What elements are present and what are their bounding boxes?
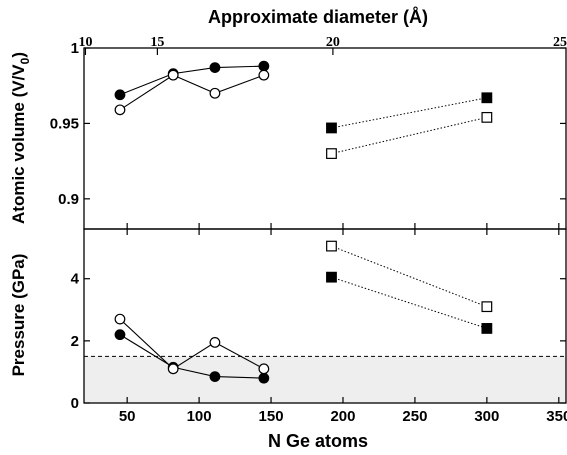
y-tick-label-1-2: 4	[71, 271, 80, 288]
series-line-0-0	[119, 65, 264, 96]
y-tick-label-0-0: 0.9	[58, 191, 79, 208]
x-tick-label-6: 350	[546, 408, 567, 425]
x-axis-label: N Ge atoms	[268, 431, 368, 451]
shaded-region	[84, 356, 566, 403]
x-tick-label-5: 300	[474, 408, 499, 425]
panel-frame-1	[83, 228, 567, 404]
data-point-open-circle-0-1	[167, 69, 179, 81]
data-point-filled-circle-1-2	[209, 371, 221, 382]
y-tick-label-1-1: 2	[71, 333, 79, 350]
data-point-filled-square-0-0	[326, 122, 337, 134]
data-point-open-circle-0-3	[258, 69, 270, 81]
top-tick-label-0: 10	[78, 35, 92, 50]
x-tick-label-2: 150	[259, 408, 284, 425]
series-line-1-1	[119, 318, 265, 370]
y-label-main: Atomic volume (V/V	[9, 64, 28, 224]
data-point-filled-circle-1-0	[114, 329, 126, 341]
data-point-open-circle-0-2	[209, 87, 221, 99]
top-tick-label-2: 20	[326, 35, 340, 50]
series-line-1-3	[331, 245, 488, 308]
data-point-open-circle-0-0	[114, 104, 126, 116]
x-tick-label-4: 250	[402, 408, 427, 425]
data-point-filled-circle-0-3	[258, 60, 270, 72]
series-line-0-2	[331, 97, 487, 129]
data-point-open-square-0-0	[326, 148, 337, 159]
panel-frames	[83, 47, 567, 404]
y-tick-label-1-0: 0	[71, 395, 79, 412]
data-point-filled-square-0-1	[481, 92, 493, 104]
data-point-open-circle-1-3	[258, 363, 270, 375]
data-point-filled-circle-1-3	[258, 372, 270, 384]
y-label-close: )	[9, 52, 28, 58]
bottom-panel-y-label: Pressure (GPa)	[9, 254, 28, 377]
data-point-open-square-1-1	[481, 301, 493, 313]
x-tick-label-1: 100	[187, 408, 212, 425]
axis-ticks: 0.90.9510245010015020025030035010152025	[50, 35, 567, 425]
chart-marks	[84, 60, 566, 384]
data-point-filled-square-1-1	[481, 323, 493, 334]
data-point-open-circle-1-1	[167, 363, 179, 375]
data-point-filled-square-1-0	[326, 271, 337, 283]
top-panel-y-label: Atomic volume (V/V0)	[9, 52, 32, 224]
series-line-1-0	[119, 334, 264, 379]
data-point-filled-circle-0-0	[114, 89, 126, 101]
y-label-subscript: 0	[18, 57, 32, 64]
data-point-open-circle-1-2	[209, 337, 221, 348]
y-tick-label-0-2: 1	[71, 40, 79, 57]
panel-frame-0	[83, 47, 567, 230]
data-point-open-square-0-1	[481, 111, 493, 123]
series-line-0-1	[119, 74, 265, 111]
x-tick-label-0: 50	[119, 408, 136, 425]
top-tick-label-1: 15	[150, 35, 164, 50]
data-point-open-square-1-0	[326, 240, 337, 252]
top-axis-label: Approximate diameter (Å)	[208, 7, 428, 27]
series-line-0-3	[331, 116, 487, 155]
top-tick-label-3: 25	[553, 35, 567, 50]
x-tick-label-3: 200	[330, 408, 355, 425]
series-line-1-2	[331, 276, 488, 329]
y-tick-label-0-1: 0.95	[50, 115, 79, 132]
data-point-filled-circle-0-2	[209, 62, 221, 74]
data-point-open-circle-1-0	[114, 313, 126, 325]
